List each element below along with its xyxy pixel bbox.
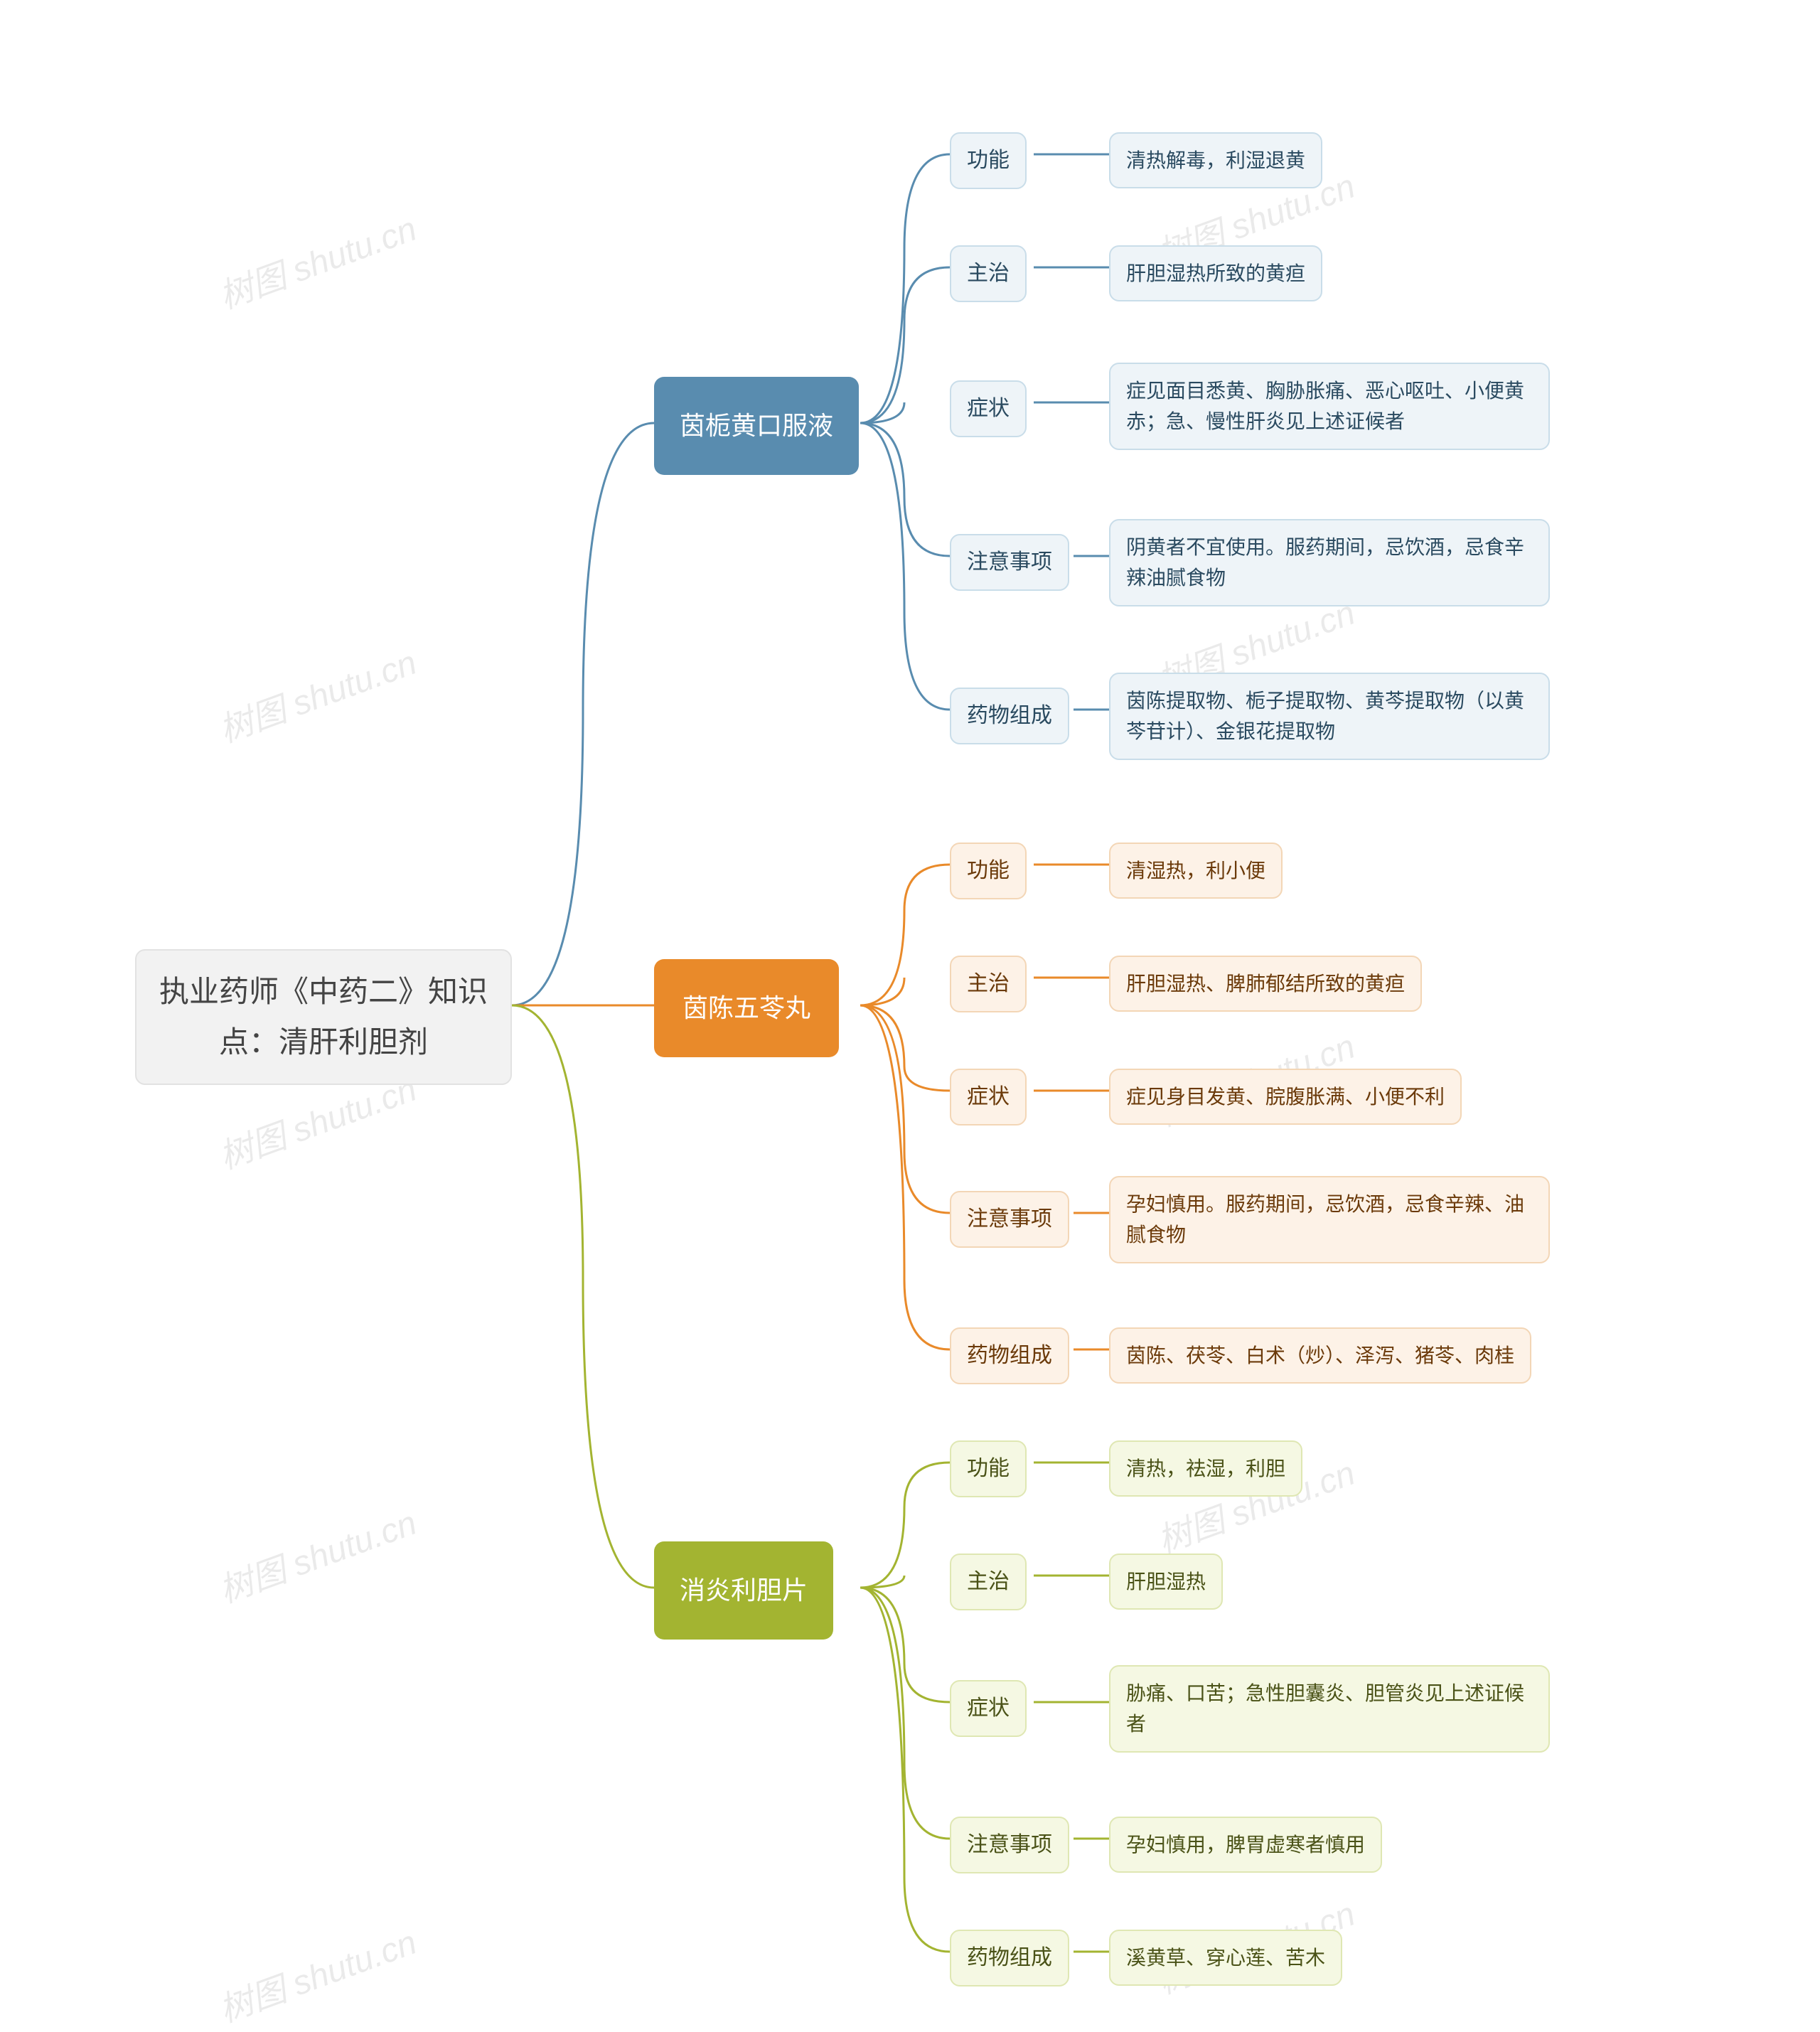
sub-node[interactable]: 药物组成 xyxy=(950,1930,1069,1986)
leaf-node[interactable]: 孕妇慎用。服药期间，忌饮酒，忌食辛辣、油腻食物 xyxy=(1109,1176,1550,1263)
leaf-node[interactable]: 肝胆湿热、脾肺郁结所致的黄疸 xyxy=(1109,956,1422,1012)
watermark: 树图 shutu.cn xyxy=(211,634,422,752)
sub-node[interactable]: 注意事项 xyxy=(950,534,1069,591)
sub-node[interactable]: 症状 xyxy=(950,1680,1027,1737)
sub-node[interactable]: 注意事项 xyxy=(950,1817,1069,1873)
branch-node-1[interactable]: 茵栀黄口服液 xyxy=(654,377,859,475)
leaf-node[interactable]: 溪黄草、穿心莲、苦木 xyxy=(1109,1930,1342,1986)
sub-node[interactable]: 功能 xyxy=(950,132,1027,189)
leaf-node[interactable]: 症见身目发黄、脘腹胀满、小便不利 xyxy=(1109,1069,1462,1125)
watermark: 树图 shutu.cn xyxy=(211,1494,422,1612)
root-node[interactable]: 执业药师《中药二》知识点：清肝利胆剂 xyxy=(135,949,512,1085)
sub-node[interactable]: 药物组成 xyxy=(950,688,1069,744)
branch-node-2[interactable]: 茵陈五苓丸 xyxy=(654,959,839,1057)
sub-node[interactable]: 症状 xyxy=(950,1069,1027,1125)
leaf-node[interactable]: 清湿热，利小便 xyxy=(1109,843,1283,899)
leaf-node[interactable]: 清热解毒，利湿退黄 xyxy=(1109,132,1322,188)
sub-node[interactable]: 症状 xyxy=(950,380,1027,437)
leaf-node[interactable]: 症见面目悉黄、胸胁胀痛、恶心呕吐、小便黄赤；急、慢性肝炎见上述证候者 xyxy=(1109,363,1550,450)
leaf-node[interactable]: 茵陈、茯苓、白术（炒）、泽泻、猪苓、肉桂 xyxy=(1109,1327,1531,1384)
leaf-node[interactable]: 胁痛、口苦；急性胆囊炎、胆管炎见上述证候者 xyxy=(1109,1665,1550,1753)
branch-node-3[interactable]: 消炎利胆片 xyxy=(654,1541,833,1640)
watermark: 树图 shutu.cn xyxy=(211,200,422,318)
leaf-node[interactable]: 肝胆湿热 xyxy=(1109,1554,1223,1610)
leaf-node[interactable]: 肝胆湿热所致的黄疸 xyxy=(1109,245,1322,301)
leaf-node[interactable]: 清热，祛湿，利胆 xyxy=(1109,1440,1302,1497)
leaf-node[interactable]: 阴黄者不宜使用。服药期间，忌饮酒，忌食辛辣油腻食物 xyxy=(1109,519,1550,606)
watermark: 树图 shutu.cn xyxy=(211,1914,422,2031)
leaf-node[interactable]: 孕妇慎用，脾胃虚寒者慎用 xyxy=(1109,1817,1382,1873)
sub-node[interactable]: 主治 xyxy=(950,245,1027,302)
sub-node[interactable]: 功能 xyxy=(950,843,1027,899)
sub-node[interactable]: 功能 xyxy=(950,1440,1027,1497)
sub-node[interactable]: 药物组成 xyxy=(950,1327,1069,1384)
sub-node[interactable]: 主治 xyxy=(950,1554,1027,1610)
sub-node[interactable]: 注意事项 xyxy=(950,1191,1069,1248)
sub-node[interactable]: 主治 xyxy=(950,956,1027,1012)
leaf-node[interactable]: 茵陈提取物、栀子提取物、黄芩提取物（以黄芩苷计）、金银花提取物 xyxy=(1109,673,1550,760)
